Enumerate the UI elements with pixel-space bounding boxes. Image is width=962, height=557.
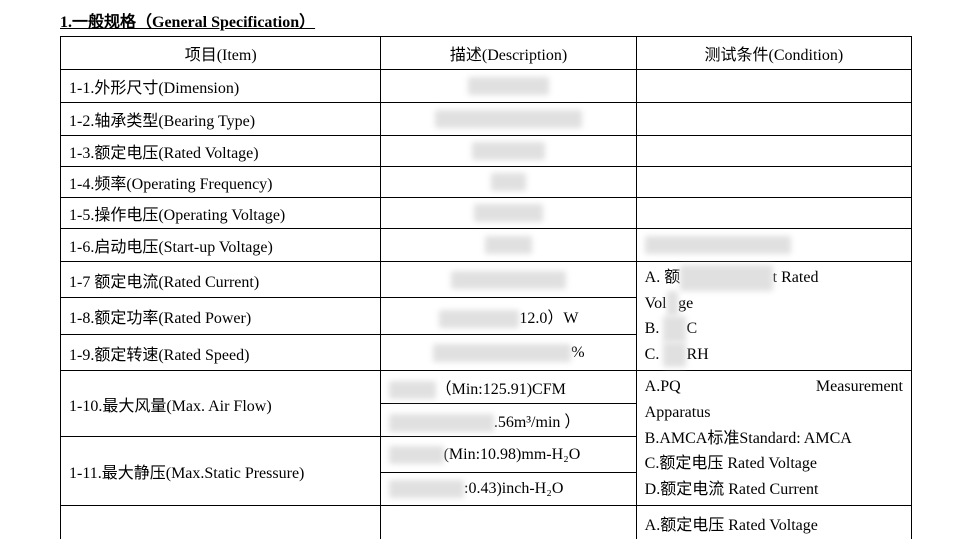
cond-b-suf: C [686,320,697,337]
redacted: XXXX [389,381,435,399]
cond-1-1 [636,70,911,103]
redacted: 1XXXX [389,446,443,464]
desc-1-7: (XXXXXXXXX) [381,262,636,298]
redacted: XXXXXXX [468,77,549,95]
redacted: XXX [491,173,526,191]
redacted: XXXXXX [474,204,543,222]
redacted: XXXX [485,236,531,254]
desc-1-11a-suffix: (Min:10.98)mm-H₂O [444,446,581,463]
redacted: (XXXXXXXXX) [451,271,566,289]
cond-block-rated: A. 额XXXXXXXXt Rated VolXge B. XXC C. XXR… [636,262,911,371]
item-1-12 [61,506,381,539]
desc-1-10b: 3XXXX XXXX.56m³/min ） [381,404,636,437]
cond2-a-left: A.PQ [645,374,681,400]
desc-1-1: XXXXXXX [381,70,636,103]
specification-table: 项目(Item) 描述(Description) 测试条件(Condition)… [60,36,912,539]
cond-1-4 [636,167,911,198]
desc-1-8: XXXXXXX12.0）W [381,298,636,334]
cond-1-2 [636,103,911,136]
redacted: XXXXXXX [439,310,520,328]
item-1-5: 1-5.操作电压(Operating Voltage) [61,198,381,229]
desc-1-6: XXXX [381,229,636,262]
redacted: (XXXXXX [389,480,464,498]
cond2-a2: Apparatus [645,400,903,426]
redacted: XXX XXX [472,142,545,160]
desc-1-11b: (XXXXXX:0.43)inch-H₂O [381,473,636,506]
cond2-b: B.AMCA标准Standard: AMCA [645,426,903,452]
cond2-d: D.额定电流 Rated Current [645,477,903,503]
desc-1-10b-suffix: .56m³/min ） [494,414,581,431]
desc-1-9-suffix: % [571,344,584,361]
desc-1-9: XXXXXXXXXXXX% [381,334,636,370]
desc-1-12 [381,506,636,539]
item-1-3: 1-3.额定电压(Rated Voltage) [61,136,381,167]
desc-1-10a: XXXX（Min:125.91)CFM [381,371,636,404]
header-item: 项目(Item) [61,37,381,70]
cond3-a: A.额定电压 Rated Voltage [645,517,818,534]
header-description: 描述(Description) [381,37,636,70]
section-title: 1.一般规格（General Specification） [60,8,912,32]
cond-1-5 [636,198,911,229]
item-1-6: 1-6.启动电压(Start-up Voltage) [61,229,381,262]
cond-1-6: 2XXXXXXXXXXXX [636,229,911,262]
desc-1-5: XXXXXX [381,198,636,229]
redacted: X [667,291,679,317]
cond-a-prefix: A. 额 [645,269,681,286]
redacted: XXXXXXXXXXXX [433,344,572,362]
item-1-7: 1-7 额定电流(Rated Current) [61,262,381,298]
redacted: XX [663,316,686,342]
cond-vol-suf: ge [678,295,693,312]
item-1-9: 1-9.额定转速(Rated Speed) [61,334,381,370]
desc-1-4: XXX [381,167,636,198]
item-1-2: 1-2.轴承类型(Bearing Type) [61,103,381,136]
desc-1-2: XXX XXX XXXXXX [381,103,636,136]
redacted: XXX XXX XXXXXX [435,110,582,128]
cond2-a-right: Measurement [816,374,903,400]
header-condition: 测试条件(Condition) [636,37,911,70]
cond-c-suf: RH [686,346,708,363]
cond-1-3 [636,136,911,167]
cond2-c: C.额定电压 Rated Voltage [645,451,903,477]
item-1-10: 1-10.最大风量(Max. Air Flow) [61,371,381,437]
item-1-11: 1-11.最大静压(Max.Static Pressure) [61,437,381,506]
desc-1-3: XXX XXX [381,136,636,167]
cond-block-airflow: A.PQ Measurement Apparatus B.AMCA标准Standa… [636,371,911,506]
item-1-8: 1-8.额定功率(Rated Power) [61,298,381,334]
cond-a-suffix: t Rated [773,269,819,286]
cond-c-pre: C. [645,346,664,363]
cond-b-pre: B. [645,320,664,337]
redacted: XXXXXXXX [680,265,772,291]
desc-1-11b-suffix: :0.43)inch-H₂O [464,480,563,497]
desc-1-10a-suffix: （Min:125.91)CFM [436,381,566,398]
desc-1-11a: 1XXXX(Min:10.98)mm-H₂O [381,437,636,473]
item-1-1: 1-1.外形尺寸(Dimension) [61,70,381,103]
item-1-4: 1-4.频率(Operating Frequency) [61,167,381,198]
desc-1-8-suffix: 12.0）W [519,310,578,327]
redacted: 3XXXX XXXX [389,414,493,432]
redacted: 2XXXXXXXXXXXX [645,236,792,254]
cond-vol-pre: Vol [645,295,667,312]
cond-block-last: A.额定电压 Rated Voltage [636,506,911,539]
redacted: XX [663,342,686,368]
